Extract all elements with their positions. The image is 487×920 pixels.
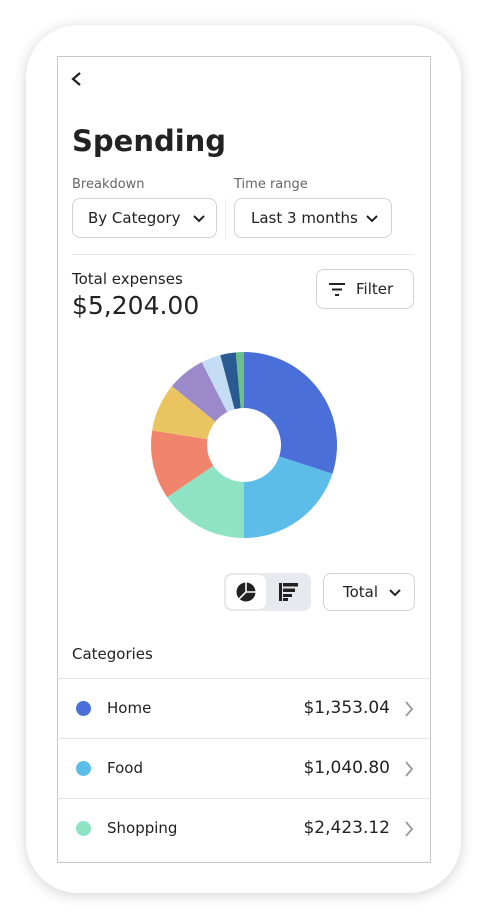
divider: [72, 254, 414, 255]
category-dot: [76, 701, 91, 716]
chevron-right: [405, 761, 414, 777]
bar-view-button[interactable]: [278, 582, 300, 602]
category-amount: $1,353.04: [303, 698, 390, 718]
total-amount: $5,204.00: [72, 291, 200, 320]
donut-chart: [151, 352, 337, 538]
category-amount: $1,040.80: [303, 758, 390, 778]
category-row[interactable]: Shopping $2,423.12: [57, 798, 430, 859]
chevron-down: [366, 215, 378, 223]
back-button[interactable]: [68, 70, 86, 88]
time-range-label: Time range: [234, 177, 308, 192]
chevron-right: [405, 821, 414, 837]
chevron-down: [193, 215, 205, 223]
category-dot: [76, 821, 91, 836]
category-dot: [76, 761, 91, 776]
category-row[interactable]: Home $1,353.04: [57, 678, 430, 739]
category-name: Shopping: [107, 819, 178, 837]
breakdown-value: By Category: [88, 209, 181, 227]
category-row[interactable]: Food $1,040.80: [57, 738, 430, 799]
category-amount: $2,423.12: [303, 818, 390, 838]
page-title: Spending: [72, 124, 227, 158]
category-name: Food: [107, 759, 143, 777]
category-name: Home: [107, 699, 152, 717]
total-select[interactable]: Total: [323, 573, 415, 611]
divider: [225, 198, 226, 240]
chevron-down: [389, 589, 401, 597]
pie-view-button[interactable]: [226, 575, 266, 609]
chevron-right: [405, 701, 414, 717]
breakdown-label: Breakdown: [72, 177, 145, 192]
time-range-value: Last 3 months: [251, 209, 358, 227]
total-select-value: Total: [343, 583, 379, 601]
filter-icon: [329, 283, 345, 296]
filter-text: Filter: [356, 280, 394, 298]
view-toggle: [224, 573, 311, 611]
breakdown-select[interactable]: By Category: [72, 198, 217, 238]
pie-icon: [236, 582, 256, 602]
donut-hole: [207, 408, 281, 482]
time-range-select[interactable]: Last 3 months: [234, 198, 392, 238]
filter-button[interactable]: Filter: [316, 269, 414, 309]
categories-title: Categories: [72, 645, 153, 663]
total-label: Total expenses: [72, 270, 183, 288]
